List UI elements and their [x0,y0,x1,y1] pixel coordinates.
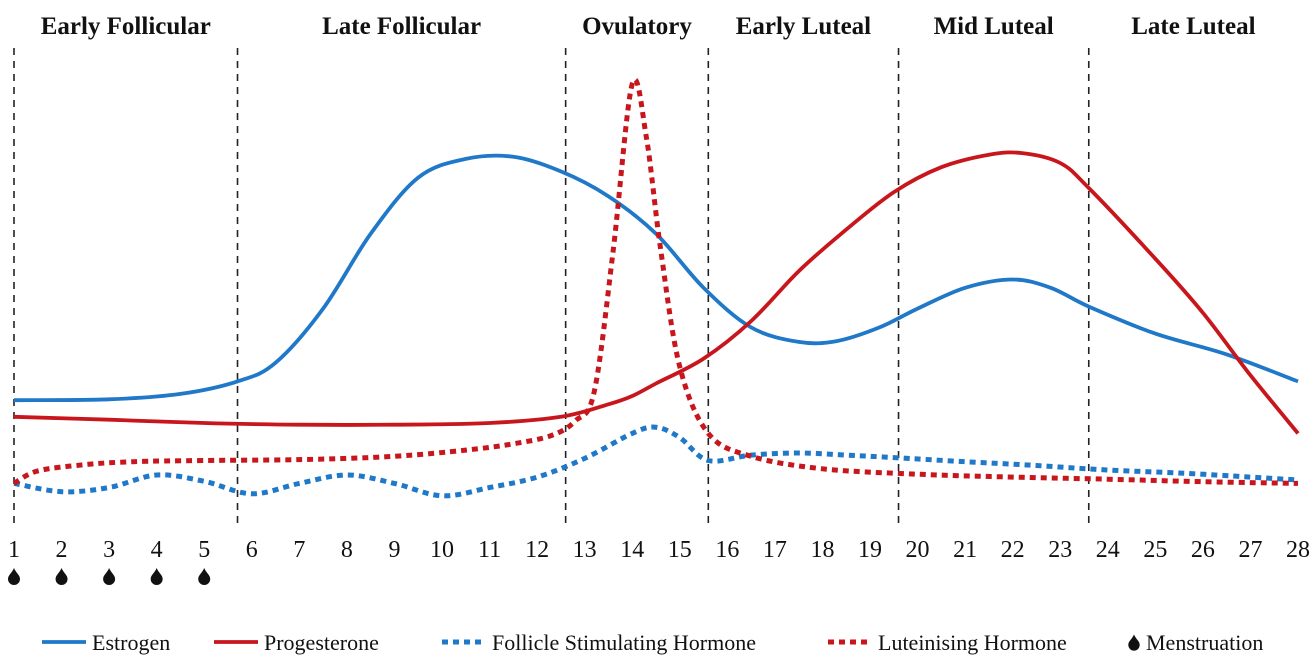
series-line-estrogen [13,153,1299,403]
x-axis-tick-labels: 1 2 3 4 5 6 7 8 9 10 11 12 13 14 15 16 17 18 19 20 21 22 23 24 2… [8,537,1310,563]
menstruation-markers [8,568,211,585]
x-tick-label: 7 [293,537,305,563]
series-line-progesterone [13,150,1300,435]
legend-label: Menstruation [1146,630,1263,655]
x-tick-label: 22 [1001,537,1025,563]
phase-label-late-follicular: Late Follicular [322,13,481,40]
series-line-follicle-stimulating-hormone [13,424,1299,499]
x-tick-label: 1 [8,537,20,563]
x-tick-label: 26 [1191,537,1215,563]
legend-item-follicle-stimulating-hormone: Follicle Stimulating Hormone [442,630,756,655]
legend: Estrogen Progesterone Follicle Stimulating… [42,630,1263,655]
x-tick-label: 10 [430,537,454,563]
x-tick-label: 21 [953,537,977,563]
x-tick-label: 27 [1238,537,1262,563]
legend-label: Estrogen [92,630,170,655]
x-tick-label: 16 [715,537,739,563]
menstruation-drop-icon [55,568,68,585]
x-tick-label: 9 [388,537,400,563]
phase-boundaries [13,48,1090,528]
x-tick-label: 19 [858,537,882,563]
x-tick-label: 12 [525,537,549,563]
x-tick-label: 18 [810,537,834,563]
phase-labels: Early Follicular Late Follicular Ovulatory… [41,13,1256,40]
x-tick-label: 8 [341,537,353,563]
x-tick-label: 23 [1048,537,1072,563]
menstruation-drop-icon [150,568,163,585]
x-tick-label: 25 [1143,537,1167,563]
series-lines [12,77,1300,499]
menstruation-drop-icon [8,568,20,585]
legend-item-luteinising-hormone: Luteinising Hormone [828,630,1067,655]
drop-icon [1128,634,1140,651]
legend-item-menstruation: Menstruation [1128,630,1263,655]
x-tick-label: 3 [103,537,115,563]
legend-label: Progesterone [264,630,379,655]
legend-item-estrogen: Estrogen [42,630,170,655]
menstruation-drop-icon [198,568,211,585]
phase-label-mid-luteal: Mid Luteal [934,13,1054,40]
menstruation-drop-icon [103,568,116,585]
x-tick-label: 2 [56,537,68,563]
x-tick-label: 6 [246,537,258,563]
x-tick-label: 5 [198,537,210,563]
x-tick-label: 14 [620,537,644,563]
phase-label-early-follicular: Early Follicular [41,13,211,40]
x-tick-label: 20 [906,537,930,563]
legend-label: Follicle Stimulating Hormone [492,630,756,655]
x-tick-label: 17 [763,537,787,563]
phase-label-early-luteal: Early Luteal [736,13,871,40]
x-tick-label: 11 [478,537,501,563]
legend-item-progesterone: Progesterone [214,630,379,655]
phase-label-late-luteal: Late Luteal [1131,13,1255,40]
x-tick-label: 15 [668,537,692,563]
phase-label-ovulatory: Ovulatory [582,13,692,40]
legend-label: Luteinising Hormone [878,630,1067,655]
x-tick-label: 4 [151,537,163,563]
x-tick-label: 28 [1286,537,1310,563]
x-tick-label: 13 [573,537,597,563]
x-tick-label: 24 [1096,537,1120,563]
